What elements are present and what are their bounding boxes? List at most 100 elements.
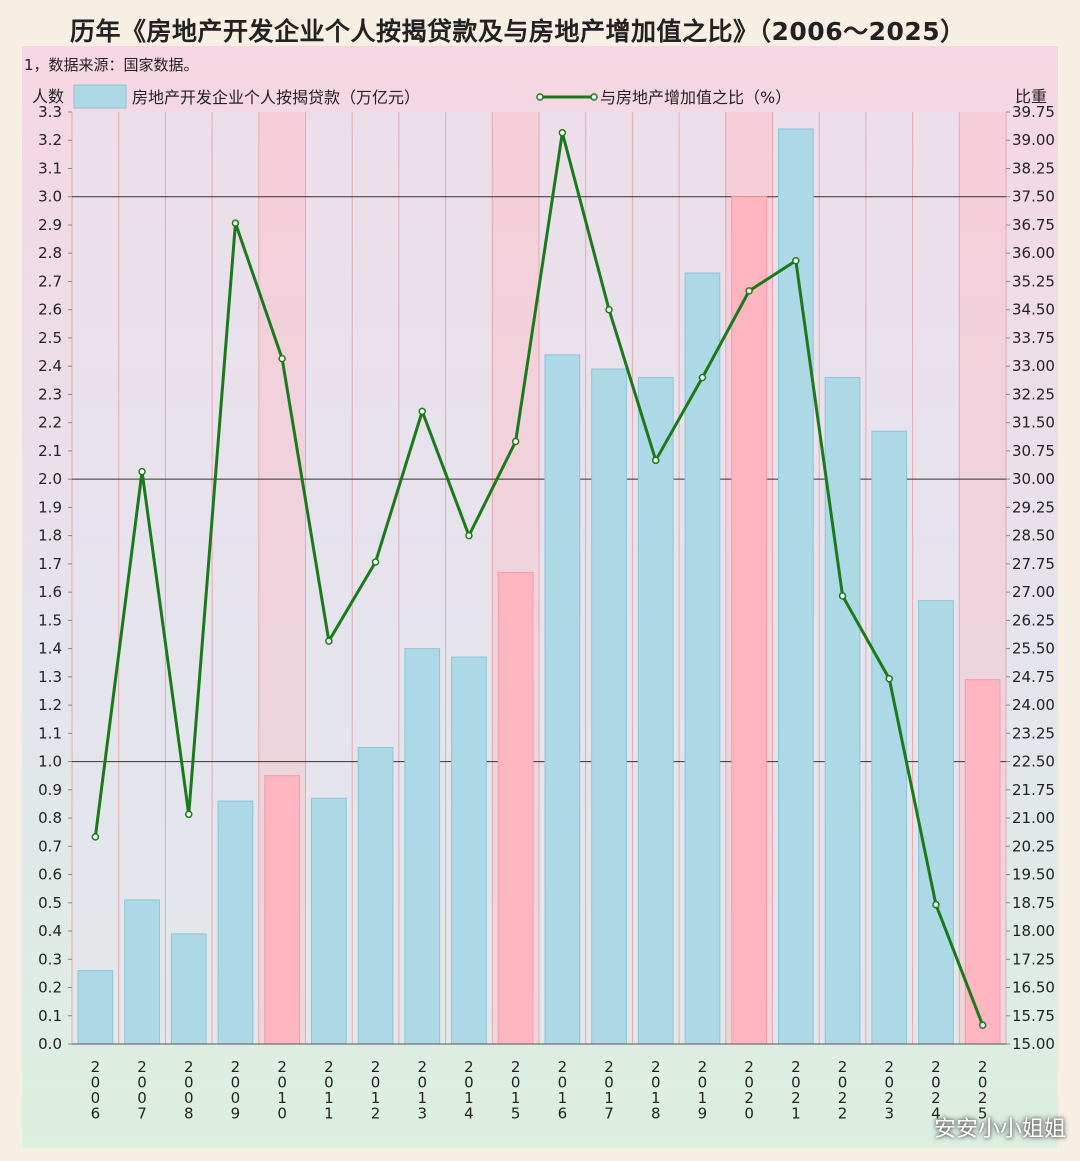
left-axis-title: 人数 <box>32 87 64 106</box>
line-point <box>745 287 753 295</box>
left-tick-label: 2.3 <box>38 385 62 403</box>
left-tick-label: 2.1 <box>38 442 62 460</box>
line-point <box>792 256 800 265</box>
left-tick-label: 1.6 <box>38 583 62 601</box>
bar <box>637 376 674 1045</box>
right-tick-label: 20.25 <box>1012 837 1055 855</box>
line-point <box>231 219 240 227</box>
right-tick-label: 21.00 <box>1012 809 1055 827</box>
line-point <box>885 674 893 683</box>
bar <box>591 368 627 1045</box>
left-tick-label: 0.9 <box>38 781 62 799</box>
right-axis-title: 比重 <box>1015 87 1047 106</box>
watermark: 安安小小姐姐 <box>933 1117 1066 1142</box>
line-point <box>371 558 380 566</box>
left-tick-label: 1.5 <box>38 611 62 629</box>
bar <box>124 899 160 1045</box>
bar <box>824 376 861 1045</box>
right-tick-label: 35.25 <box>1012 272 1055 290</box>
left-tick-label: 0.5 <box>38 894 62 912</box>
source-note: 1，数据来源：国家数据。 <box>24 56 199 74</box>
left-tick-label: 1.1 <box>38 724 62 742</box>
bar <box>357 746 394 1045</box>
left-tick-label: 3.1 <box>38 159 62 177</box>
left-tick-label: 0.8 <box>38 809 62 827</box>
left-tick-label: 1.8 <box>38 527 62 545</box>
left-tick-label: 0.1 <box>38 1007 62 1025</box>
legend-bar-label: 房地产开发企业个人按揭贷款（万亿元） <box>132 88 420 107</box>
right-tick-label: 24.75 <box>1012 668 1055 686</box>
left-tick-label: 1.0 <box>38 753 62 771</box>
line-point <box>185 810 193 819</box>
line-point <box>91 833 100 841</box>
chart-title: 历年《房地产开发企业个人按揭贷款及与房地产增加值之比》（2006～2025） <box>70 17 966 46</box>
right-tick-label: 30.00 <box>1012 470 1055 488</box>
year-band <box>165 112 213 1044</box>
bar <box>77 970 114 1045</box>
right-tick-label: 25.50 <box>1012 640 1055 658</box>
line-point <box>138 467 146 476</box>
line-point <box>932 900 940 909</box>
left-tick-label: 3.3 <box>38 103 62 121</box>
line-point <box>698 373 707 382</box>
left-tick-label: 0.4 <box>38 922 62 940</box>
right-tick-label: 32.25 <box>1012 385 1055 403</box>
legend-line-label: 与房地产增加值之比（%） <box>600 88 791 107</box>
legend-bar-swatch <box>73 84 127 109</box>
line-point <box>465 531 473 540</box>
left-tick-label: 0.6 <box>38 866 62 884</box>
left-tick-label: 2.9 <box>38 216 62 234</box>
right-tick-label: 36.75 <box>1012 216 1055 234</box>
line-point <box>652 456 660 465</box>
left-tick-label: 1.3 <box>38 668 62 686</box>
line-point <box>325 637 333 645</box>
left-tick-label: 0.7 <box>38 837 62 855</box>
left-tick-label: 1.7 <box>38 555 62 573</box>
right-tick-label: 31.50 <box>1012 414 1055 432</box>
right-tick-label: 21.75 <box>1012 781 1055 799</box>
year-band <box>72 112 119 1044</box>
left-tick-label: 2.0 <box>38 470 62 488</box>
left-tick-label: 3.0 <box>38 188 62 206</box>
bar <box>544 354 581 1045</box>
bar <box>731 196 767 1045</box>
line-point <box>558 128 567 137</box>
bar <box>264 775 300 1045</box>
left-tick-label: 1.9 <box>38 498 62 516</box>
line-point <box>605 305 613 314</box>
right-tick-label: 23.25 <box>1012 724 1055 742</box>
bar <box>964 679 1001 1045</box>
bar <box>217 800 254 1045</box>
bar <box>918 600 954 1045</box>
right-tick-label: 33.75 <box>1012 329 1055 347</box>
right-tick-label: 16.50 <box>1012 979 1055 997</box>
line-point <box>278 354 286 363</box>
bar <box>778 128 814 1045</box>
right-tick-label: 39.75 <box>1012 103 1055 121</box>
bar <box>311 797 347 1045</box>
right-tick-label: 26.25 <box>1012 611 1055 629</box>
right-tick-label: 37.50 <box>1012 188 1055 206</box>
left-tick-label: 2.5 <box>38 329 62 347</box>
left-tick-label: 1.4 <box>38 640 62 658</box>
right-tick-label: 15.00 <box>1012 1035 1055 1053</box>
right-tick-label: 17.25 <box>1012 950 1055 968</box>
